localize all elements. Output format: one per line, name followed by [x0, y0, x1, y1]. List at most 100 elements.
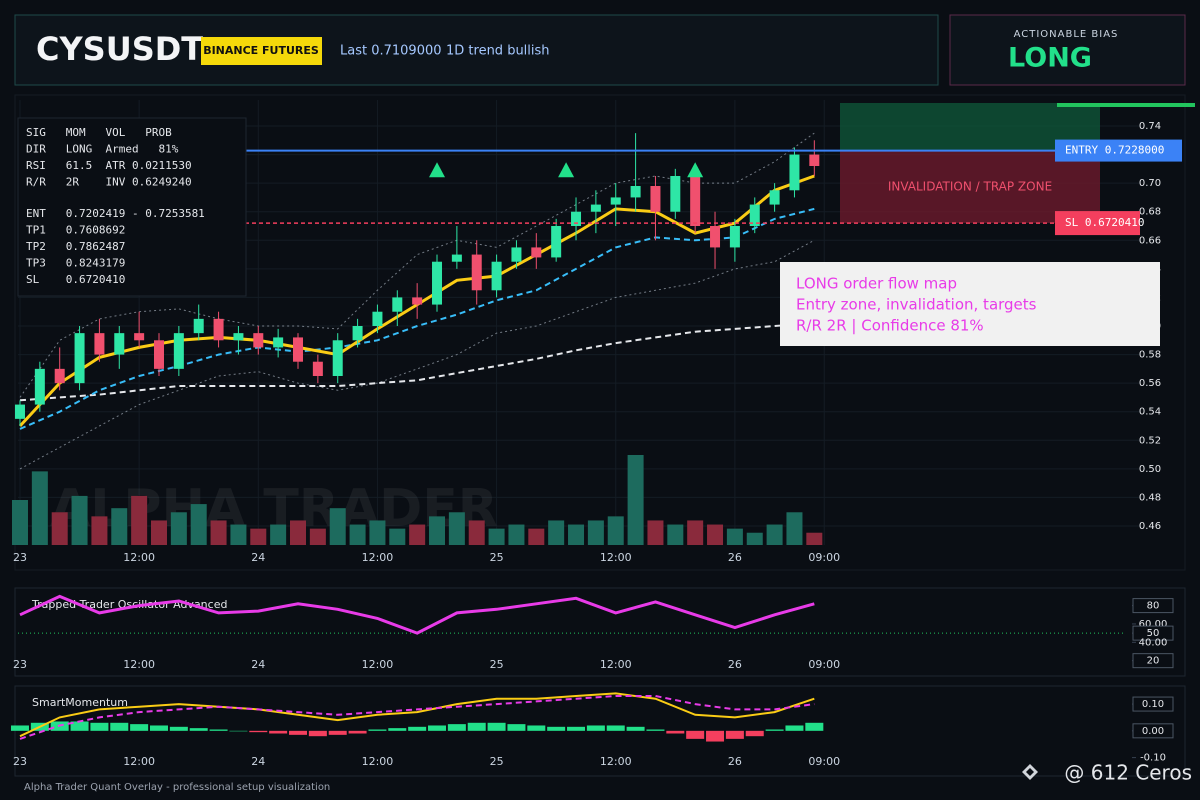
volume-bar [548, 520, 565, 545]
footer: Alpha Trader Quant Overlay - professiona… [24, 782, 330, 793]
bias-value: LONG [1008, 43, 1092, 74]
volume-bar [568, 524, 585, 545]
info-line: R/R 2R INV 0.6249240 [26, 176, 192, 189]
invalidation-zone [840, 150, 1100, 224]
y-tick-box [1132, 723, 1174, 739]
volume-bar [131, 495, 148, 545]
indicator-line [19, 322, 815, 402]
histogram-bar [646, 729, 665, 731]
candle-body [372, 311, 383, 326]
x-tick-label: 23 [13, 551, 27, 564]
histogram-bar [289, 730, 308, 735]
histogram-bar [229, 730, 248, 732]
volume-bar [687, 520, 704, 545]
candle-body [551, 226, 562, 258]
x-tick-label: 26 [728, 658, 742, 671]
histogram-bar [209, 729, 228, 731]
momentum-panel [14, 685, 1186, 777]
signal-marker [558, 162, 575, 178]
momentum-line [19, 695, 815, 740]
y-tick-label: 0.56 [1139, 378, 1161, 389]
histogram-bar [249, 730, 268, 733]
candle-body [54, 368, 65, 384]
volume-bar [488, 528, 505, 545]
oscillator-line [19, 594, 815, 635]
histogram-bar [90, 722, 109, 731]
volume-bar [528, 528, 545, 545]
entry-label: ENTRY 0.7228000 [1065, 144, 1164, 157]
histogram-bar [706, 730, 725, 742]
histogram-bar [507, 724, 526, 731]
stop-label-box [1055, 211, 1140, 236]
histogram-bar [626, 726, 645, 731]
y-tick-label: 0.48 [1139, 492, 1161, 503]
volume-bar [91, 516, 108, 545]
trend: 1D trend bullish [446, 44, 550, 59]
candle-body [610, 197, 621, 205]
candle-body [213, 318, 224, 341]
candle-body [729, 226, 740, 248]
info-line: DIR LONG Armed 81% [26, 143, 179, 156]
info-line: RSI 61.5 ATR 0.0211530 [26, 159, 192, 172]
histogram-bar [110, 722, 129, 731]
y-tick-label: 0.68 [1139, 207, 1161, 218]
volume-bar [707, 524, 724, 545]
histogram-bar [149, 725, 168, 731]
x-tick-label: 23 [13, 658, 27, 671]
histogram-bar [725, 730, 744, 739]
candle-body [352, 326, 363, 341]
histogram-bar [567, 726, 586, 731]
x-tick-label: 25 [490, 551, 504, 564]
candle-body [451, 254, 462, 262]
x-tick-label: 09:00 [808, 551, 840, 564]
volume-bar [806, 532, 823, 545]
volume-bar [508, 524, 525, 545]
annotation-line: Entry zone, invalidation, targets [796, 296, 1037, 314]
y-tick-label: 80 [1147, 601, 1160, 612]
volume-bar [746, 532, 763, 545]
volume-bar [11, 500, 28, 545]
histogram-bar [785, 725, 804, 731]
volume-bar [170, 512, 187, 545]
header-panel [14, 14, 939, 86]
exchange-badge [201, 37, 322, 65]
chart-layer: 23 12:00 24 12:00 25 12:00 26 09:00 0.46 0.48 0.50… [10, 100, 1195, 768]
histogram-bar [805, 722, 824, 731]
candle-body [809, 154, 820, 166]
annotation: LONG order flow map Entry zone, invalidat… [780, 262, 1160, 346]
x-tick-label: 09:00 [808, 755, 840, 768]
info-line: ENT 0.7202419 - 0.7253581 [26, 207, 205, 220]
x-tick-label: 23 [13, 755, 27, 768]
credit-icon [1022, 764, 1038, 780]
last-price: Last 0.7109000 [340, 44, 442, 59]
x-tick-label: 09:00 [808, 658, 840, 671]
x-tick-label: 12:00 [362, 658, 394, 671]
candle-body [789, 154, 800, 191]
candle-body [650, 186, 661, 212]
candle-body [233, 333, 244, 341]
signal-marker [429, 162, 446, 178]
oscillator-panel [14, 587, 1186, 677]
x-tick-label: 26 [728, 551, 742, 564]
candle-body [690, 176, 701, 226]
y-tick-label: 0.54 [1139, 407, 1161, 418]
panel-title: Trapped Trader Oscillator Advanced [31, 598, 227, 611]
histogram-bar [447, 724, 466, 731]
exchange-badge-text: BINANCE FUTURES [203, 44, 319, 57]
x-tick-label: 26 [728, 755, 742, 768]
volume-bar [329, 508, 346, 545]
volume-bar [468, 520, 485, 545]
histogram-bar [487, 722, 506, 731]
candle-body [94, 333, 105, 355]
y-tick-label: 0.50 [1139, 464, 1161, 475]
annotation-line: LONG order flow map [796, 275, 957, 293]
info-line: TP3 0.8243179 [26, 257, 125, 270]
volume-bar [51, 512, 68, 545]
candle-body [74, 333, 85, 384]
volume-bar [111, 508, 128, 545]
candle-body [273, 337, 284, 348]
bias-panel [949, 14, 1186, 86]
histogram-bar [408, 726, 427, 731]
x-tick-label: 12:00 [362, 755, 394, 768]
